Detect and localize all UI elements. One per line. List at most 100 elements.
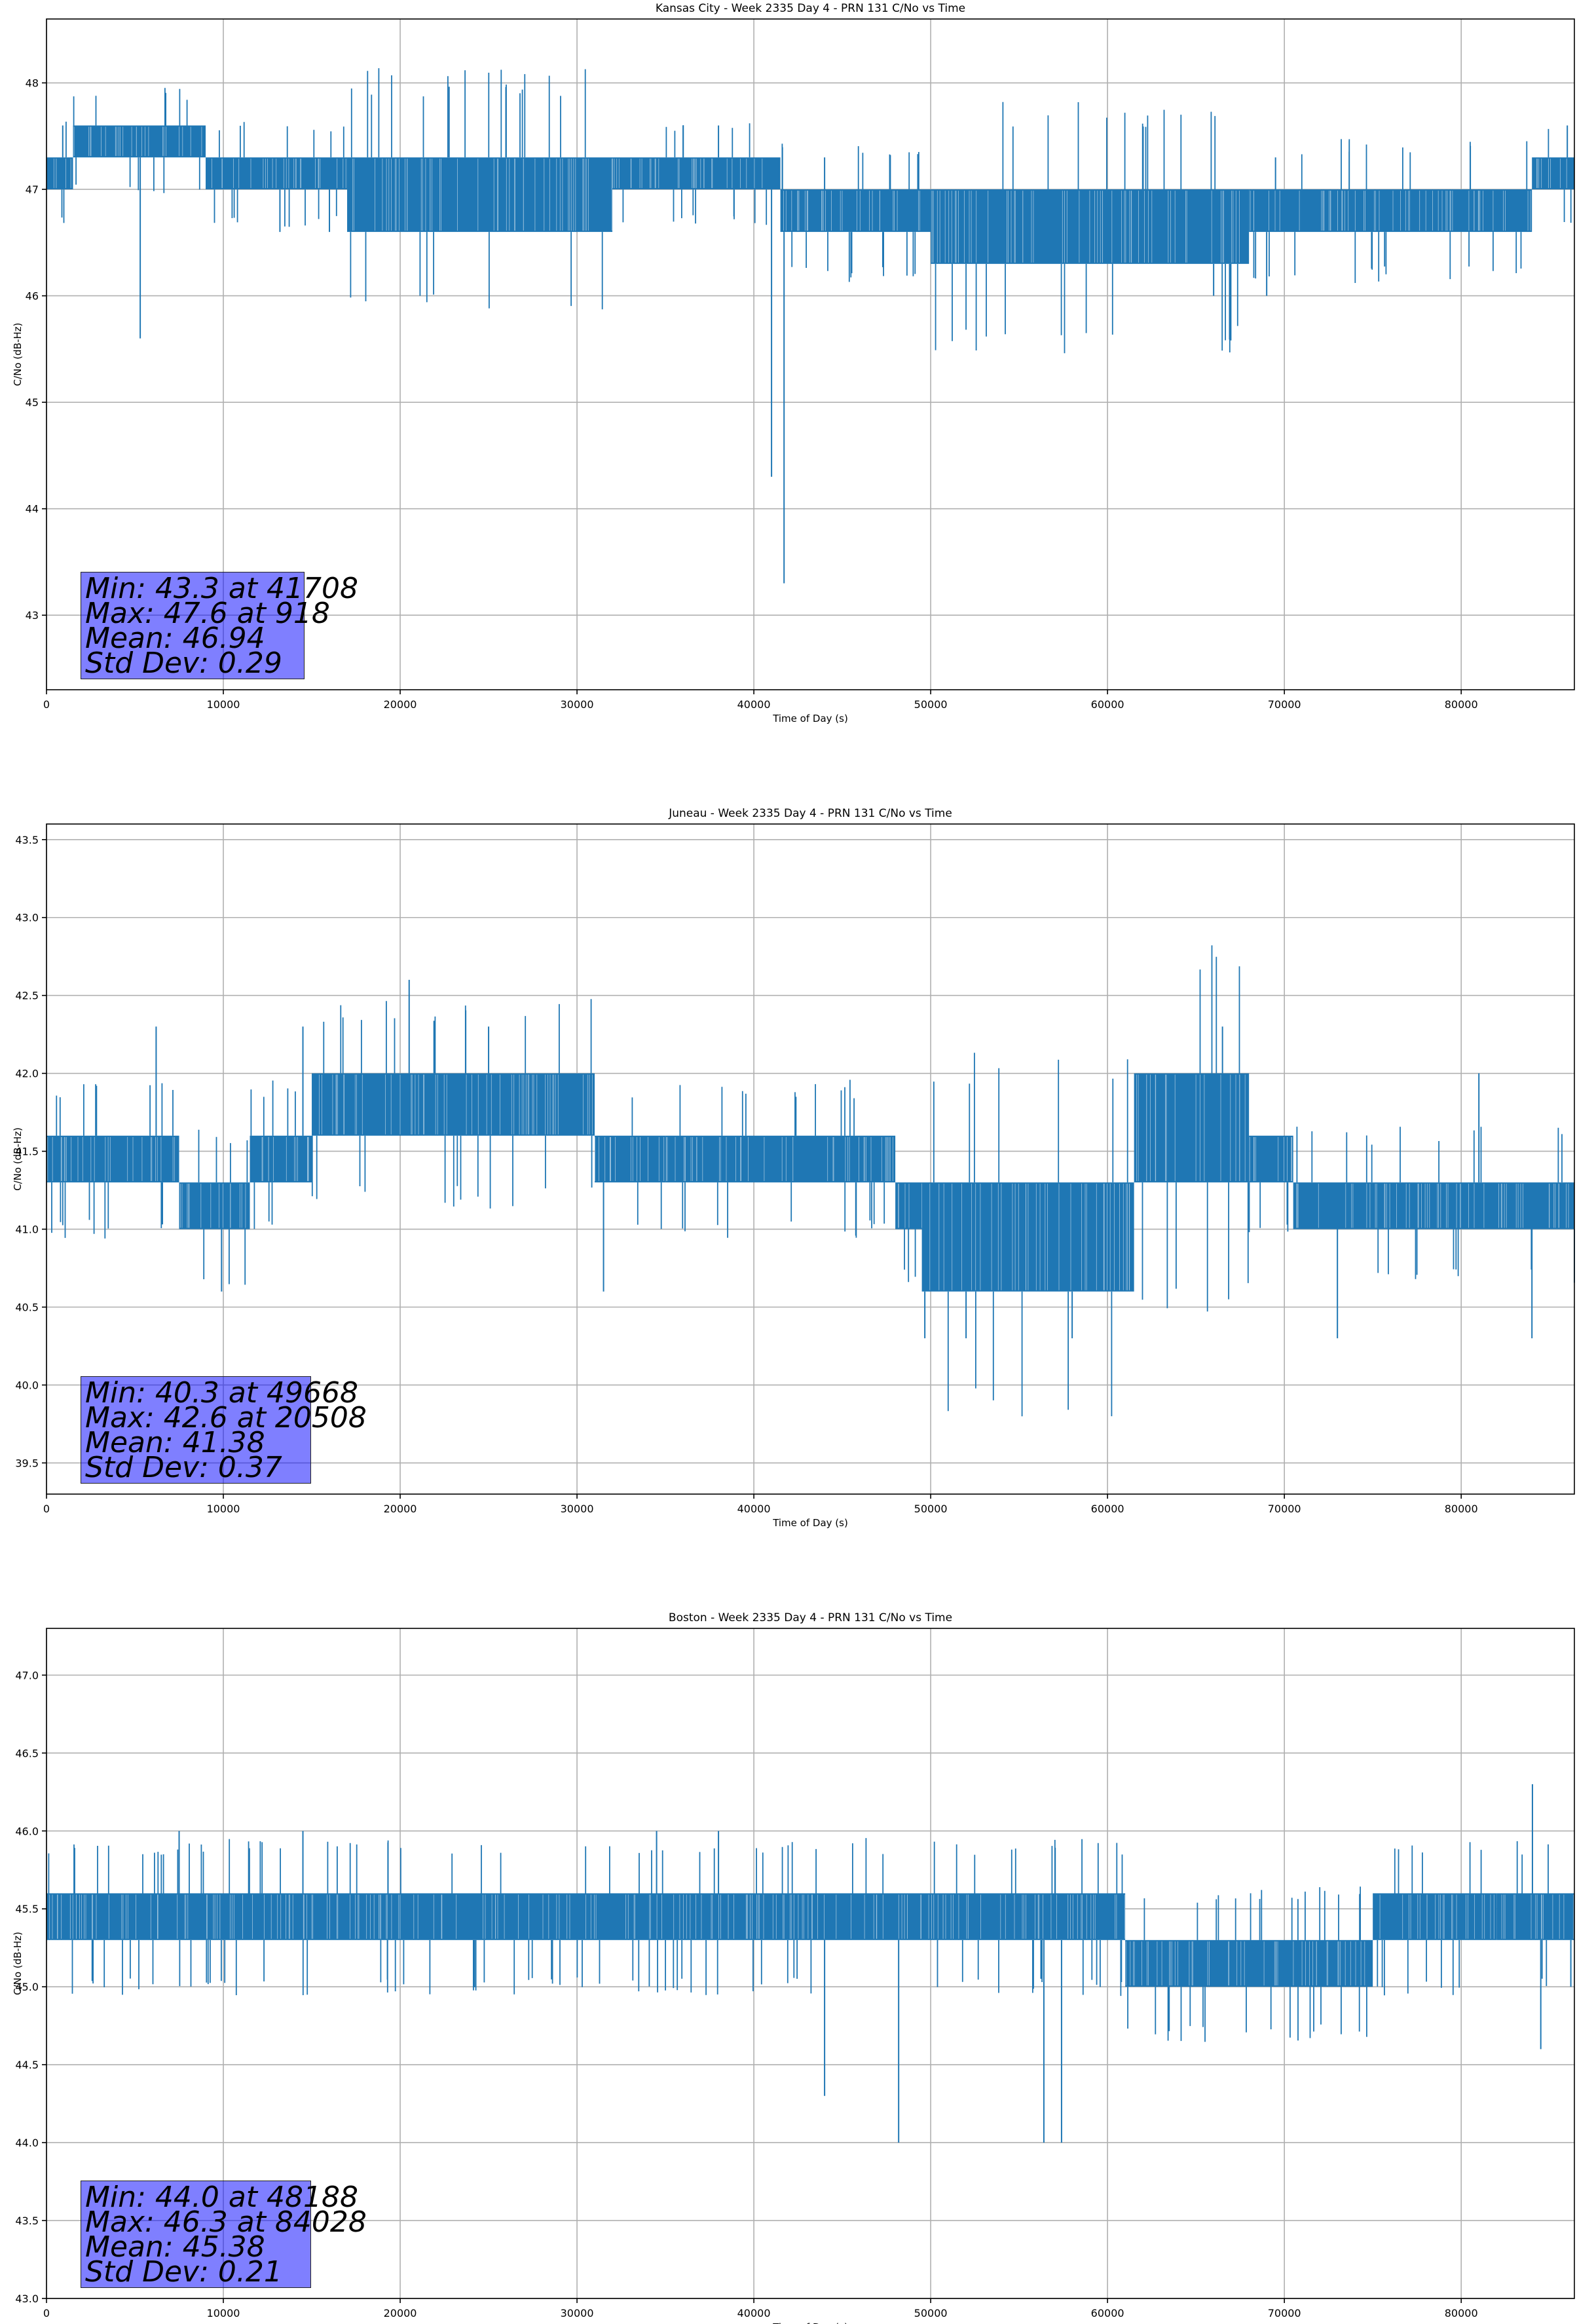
x-tick-label: 30000 xyxy=(561,698,594,711)
plot-frame xyxy=(46,823,1575,1495)
x-tick-label: 20000 xyxy=(384,1503,417,1515)
data-noise xyxy=(48,1838,1123,1996)
x-tick-label: 80000 xyxy=(1445,2307,1478,2319)
y-tick-label: 43.5 xyxy=(15,834,39,846)
data-noise xyxy=(311,999,593,1209)
y-tick-label: 46.0 xyxy=(15,1825,39,1837)
x-tick-label: 10000 xyxy=(207,698,240,711)
x-tick-label: 30000 xyxy=(561,2307,594,2319)
data-gaps xyxy=(1136,1074,1246,1182)
y-tick-label: 41.0 xyxy=(15,1224,39,1236)
stats-line: Mean: 46.94 xyxy=(85,622,265,655)
x-tick-label: 0 xyxy=(43,2307,50,2319)
data-gaps xyxy=(1536,159,1567,189)
x-tick-label: 70000 xyxy=(1268,1503,1301,1515)
data-band xyxy=(250,1135,312,1183)
data-noise xyxy=(350,68,603,310)
y-tick-label: 44.5 xyxy=(15,2059,39,2071)
data-gaps xyxy=(612,159,763,189)
stats-box: Min: 43.3 at 41708 Max: 47.6 at 918 Mean: … xyxy=(81,572,358,680)
data-noise xyxy=(1253,139,1528,283)
data-noise xyxy=(1548,128,1572,223)
y-tick-label: 43.0 xyxy=(15,2293,39,2305)
x-tick-label: 60000 xyxy=(1091,698,1124,711)
x-tick-label: 50000 xyxy=(914,1503,948,1515)
data-gaps xyxy=(931,191,1240,263)
data-band xyxy=(46,157,73,190)
y-tick-label: 45 xyxy=(26,396,39,409)
y-tick-label: 45.0 xyxy=(15,1981,39,1993)
data-gaps xyxy=(1379,1894,1494,1939)
y-tick-label: 40.0 xyxy=(15,1379,39,1391)
x-tick-label: 0 xyxy=(43,1503,50,1515)
plot-frame xyxy=(46,1628,1575,2299)
y-tick-label: 47.0 xyxy=(15,1669,39,1681)
data-gaps xyxy=(73,126,202,157)
y-tick-label: 44.0 xyxy=(15,2137,39,2149)
data-noise xyxy=(631,1097,662,1229)
y-tick-label: 43.5 xyxy=(15,2215,39,2227)
stats-box: Min: 44.0 at 48188 Max: 46.3 at 84028 Mean… xyxy=(81,2181,367,2288)
data-band xyxy=(73,125,206,158)
y-tick-label: 45.5 xyxy=(15,1903,39,1915)
data-gaps xyxy=(49,1894,1125,1939)
data-noise xyxy=(1127,1886,1367,2042)
y-tick-label: 39.5 xyxy=(15,1457,39,1469)
y-tick-label: 42.0 xyxy=(15,1068,39,1080)
stats-line: Max: 46.3 at 84028 xyxy=(85,2205,367,2239)
data-noise xyxy=(73,88,200,193)
data-gaps xyxy=(261,1136,309,1182)
data-band xyxy=(1134,1073,1250,1183)
x-tick-label: 40000 xyxy=(737,2307,771,2319)
data-gaps xyxy=(595,1136,665,1182)
x-tick-label: 0 xyxy=(43,698,50,711)
data-gaps xyxy=(180,1184,246,1228)
y-tick-label: 48 xyxy=(26,77,39,90)
data-gaps xyxy=(929,1184,1130,1290)
data-gaps xyxy=(319,1074,593,1134)
data-gaps xyxy=(212,159,346,189)
data-band xyxy=(665,1135,896,1183)
y-tick-label: 43.0 xyxy=(15,912,39,924)
x-tick-label: 40000 xyxy=(737,1503,771,1515)
data-noise xyxy=(781,143,919,282)
stats-line: Mean: 41.38 xyxy=(85,1426,265,1459)
data-band xyxy=(46,1135,179,1183)
y-tick-label: 47 xyxy=(26,183,39,196)
y-tick-label: 46.5 xyxy=(15,1747,39,1759)
data-noise xyxy=(213,122,344,227)
x-tick-label: 40000 xyxy=(737,698,771,711)
x-axis-label: Time of Day (s) xyxy=(772,713,848,724)
data-noise xyxy=(51,1083,174,1239)
data-gaps xyxy=(1296,1184,1569,1228)
data-gaps xyxy=(1250,191,1531,231)
data-band xyxy=(312,1073,595,1136)
x-tick-label: 80000 xyxy=(1445,698,1478,711)
data-gaps xyxy=(47,1136,175,1182)
x-tick-label: 50000 xyxy=(914,2307,948,2319)
chart-title: Kansas City - Week 2335 Day 4 - PRN 131 … xyxy=(656,2,965,15)
plot-frame xyxy=(46,18,1575,690)
data-band xyxy=(780,189,931,233)
data-gaps xyxy=(352,159,612,231)
y-axis-label: C/No (dB-Hz) xyxy=(12,1932,24,1995)
chart-title: Juneau - Week 2335 Day 4 - PRN 131 C/No … xyxy=(668,807,952,820)
data-band xyxy=(1373,1893,1497,1940)
y-axis-label: C/No (dB-Hz) xyxy=(12,323,24,386)
stats-line: Std Dev: 0.29 xyxy=(85,647,282,680)
data-noise xyxy=(61,121,67,223)
data-band xyxy=(895,1182,922,1229)
data-noise xyxy=(933,1053,1128,1417)
x-axis-label: Time of Day (s) xyxy=(772,2321,848,2324)
y-tick-label: 42.5 xyxy=(15,990,39,1002)
data-noise xyxy=(198,1129,248,1285)
data-band xyxy=(1125,1940,1373,1987)
y-tick-label: 40.5 xyxy=(15,1302,39,1314)
data-band xyxy=(595,1135,666,1183)
y-tick-label: 44 xyxy=(26,503,39,515)
data-band xyxy=(1293,1182,1574,1229)
y-tick-label: 43 xyxy=(26,609,39,622)
data-gaps xyxy=(783,191,920,231)
data-noise xyxy=(935,102,1238,354)
